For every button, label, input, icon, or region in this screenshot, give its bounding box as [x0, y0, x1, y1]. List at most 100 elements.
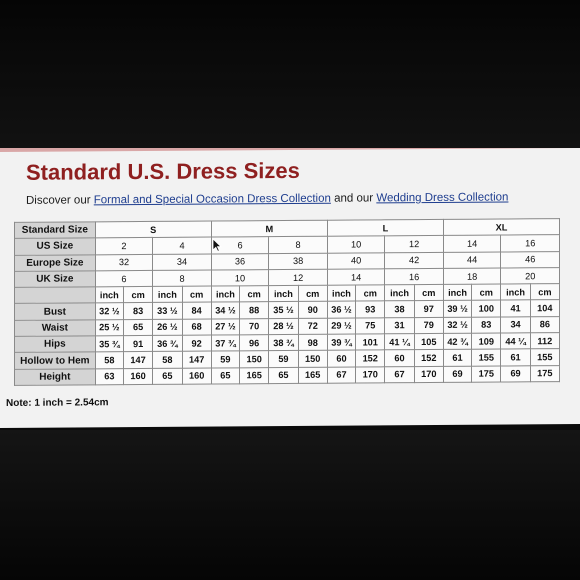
measurement-inch-value: 28 ½	[268, 318, 299, 335]
measurement-inch-value: 34	[500, 316, 531, 334]
uk-size-value: 8	[152, 269, 212, 287]
measurement-cm-value: 98	[298, 334, 328, 351]
measurement-cm-value: 97	[414, 300, 444, 318]
measurement-cm-value: 109	[471, 333, 501, 350]
measurement-cm-value: 70	[239, 318, 269, 335]
measurement-inch-value: 59	[268, 350, 299, 368]
europe-size-value: 40	[327, 252, 385, 270]
europe-size-value: 34	[152, 253, 212, 271]
measurement-cm-value: 83	[471, 316, 501, 334]
measurement-inch-value: 58	[95, 352, 124, 369]
us-size-value: 8	[268, 236, 328, 254]
measurement-inch-value: 35 ¾	[95, 335, 124, 353]
unit-cm-header: cm	[530, 283, 560, 301]
unit-cm-header: cm	[355, 285, 385, 302]
us-size-label: US Size	[14, 238, 96, 255]
standard-size-header: Standard Size	[14, 221, 96, 239]
measurement-cm-value: 150	[239, 350, 269, 368]
us-size-value: 4	[152, 237, 212, 255]
unit-inch-header: inch	[152, 286, 182, 303]
unit-inch-header: inch	[268, 285, 299, 303]
measurement-cm-value: 170	[355, 366, 385, 383]
measurement-inch-value: 58	[152, 351, 182, 369]
measurement-cm-value: 88	[239, 302, 269, 319]
size-group-l: L	[327, 219, 444, 237]
size-chart-page: Standard U.S. Dress Sizes Discover our F…	[0, 147, 580, 428]
measurement-inch-value: 65	[152, 367, 182, 385]
measurement-inch-value: 38	[384, 301, 415, 318]
measurement-cm-value: 84	[182, 302, 212, 320]
unit-inch-header: inch	[500, 283, 531, 301]
measurement-cm-value: 96	[239, 334, 269, 352]
wedding-collection-link[interactable]: Wedding Dress Collection	[376, 191, 509, 205]
measurement-cm-value: 175	[471, 365, 501, 383]
measurement-cm-value: 152	[355, 350, 385, 367]
measurement-inch-value: 61	[443, 349, 472, 367]
subtitle-prefix: Discover our	[26, 194, 91, 207]
measurement-inch-value: 25 ½	[95, 319, 124, 336]
measurement-inch-value: 33 ½	[152, 302, 182, 320]
size-group-s: S	[95, 221, 212, 239]
measurement-inch-value: 27 ½	[211, 318, 240, 336]
measurement-cm-value: 104	[530, 300, 560, 317]
measurement-inch-value: 60	[327, 350, 356, 367]
us-size-value: 12	[384, 235, 444, 253]
mouse-pointer-icon	[212, 238, 222, 252]
uk-size-value: 12	[268, 269, 328, 286]
measurement-cm-value: 160	[123, 368, 153, 385]
subtitle-middle: and our	[334, 192, 374, 205]
measurement-inch-value: 39 ¾	[327, 334, 356, 351]
us-size-value: 16	[500, 234, 560, 252]
measurement-cm-value: 147	[123, 351, 153, 369]
unit-cm-header: cm	[182, 286, 212, 303]
measurement-cm-value: 165	[298, 366, 328, 384]
measurement-inch-value: 29 ½	[327, 317, 356, 335]
unit-cm-header: cm	[123, 286, 153, 304]
conversion-note: Note: 1 inch = 2.54cm	[6, 397, 109, 409]
measurement-inch-value: 65	[211, 367, 240, 384]
measurement-inch-value: 69	[443, 365, 472, 383]
measurement-cm-value: 100	[471, 300, 501, 317]
measurement-cm-value: 112	[530, 332, 560, 350]
page-title: Standard U.S. Dress Sizes	[26, 157, 300, 185]
measurement-cm-value: 150	[298, 350, 328, 368]
measurement-cm-value: 105	[414, 333, 444, 350]
photo-dark-top	[0, 0, 580, 150]
measurement-inch-value: 38 ¾	[268, 334, 299, 351]
europe-size-label: Europe Size	[14, 254, 96, 272]
uk-size-value: 18	[443, 267, 501, 285]
size-table: Standard Size S M L XL US Size 2 4 6 8 1…	[14, 218, 560, 386]
uk-size-value: 6	[95, 270, 153, 288]
measurement-inch-value: 37 ¾	[211, 334, 240, 352]
uk-size-value: 20	[500, 267, 560, 285]
measurement-cm-value: 90	[298, 301, 328, 319]
measurement-rows: Bust 32 ½ 83 33 ½ 84 34 ½ 88 35 ½ 90 36 ½ 93 38 97 39…	[14, 300, 560, 386]
measurement-cm-value: 147	[182, 351, 212, 368]
measurement-cm-value: 65	[123, 319, 153, 336]
measurement-inch-value: 41 ¼	[384, 333, 415, 351]
measurement-label: Hips	[14, 335, 96, 353]
measurement-cm-value: 83	[123, 302, 153, 320]
measurement-inch-value: 34 ½	[211, 302, 240, 319]
us-size-value: 2	[95, 237, 153, 255]
formal-occasion-collection-link[interactable]: Formal and Special Occasion Dress Collec…	[93, 192, 331, 207]
measurement-inch-value: 35 ½	[268, 301, 299, 319]
unit-inch-header: inch	[384, 284, 415, 302]
measurement-inch-value: 26 ½	[152, 319, 182, 336]
uk-size-label: UK Size	[14, 270, 96, 288]
measurement-label: Bust	[14, 303, 96, 321]
measurement-inch-value: 69	[500, 365, 531, 382]
europe-size-value: 46	[500, 251, 560, 268]
measurement-inch-value: 36 ¾	[152, 335, 182, 352]
measurement-cm-value: 155	[530, 348, 560, 366]
measurement-inch-value: 59	[211, 351, 240, 368]
uk-size-value: 10	[211, 269, 269, 287]
measurement-cm-value: 175	[530, 365, 560, 382]
measurement-cm-value: 165	[239, 367, 269, 384]
measurement-cm-value: 160	[182, 367, 212, 385]
size-group-xl: XL	[443, 218, 560, 236]
measurement-cm-value: 155	[471, 349, 501, 366]
measurement-label: Height	[14, 368, 96, 386]
europe-size-value: 42	[384, 251, 444, 269]
europe-size-value: 36	[211, 253, 269, 270]
